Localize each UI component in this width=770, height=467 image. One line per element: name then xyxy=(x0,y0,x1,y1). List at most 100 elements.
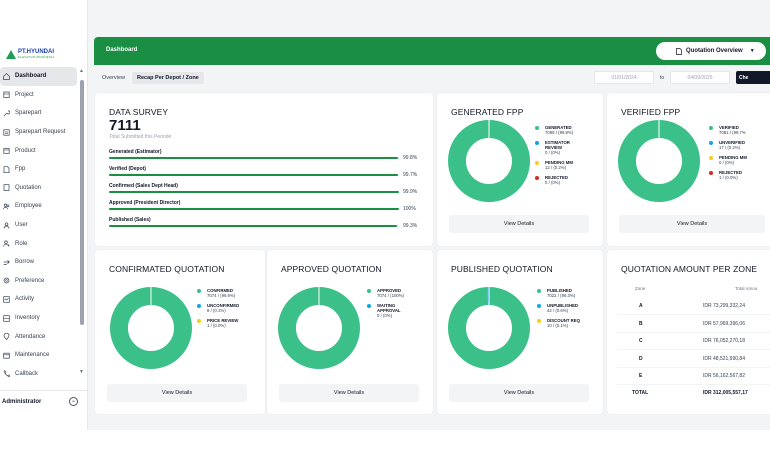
table-row: B IDR 57,969,396,06 xyxy=(617,315,770,333)
sidebar-item-label: Role xyxy=(15,240,28,247)
legend-value: 7099 / (99.8%) xyxy=(545,130,574,135)
survey-progress-bar xyxy=(109,157,399,159)
date-range-to-label: to xyxy=(660,75,665,81)
sidebar-scrollbar[interactable] xyxy=(80,80,84,325)
sidebar-item-callback[interactable]: Callback xyxy=(0,365,77,384)
legend-name: CONFIRMED xyxy=(207,288,234,293)
legend-value: 12 / (0.2%) xyxy=(545,165,567,170)
sidebar-item-dashboard[interactable]: Dashboard xyxy=(0,67,77,86)
users-icon xyxy=(3,203,10,210)
donut-chart xyxy=(110,287,192,369)
zone-amount: IDR 57,969,396,06 xyxy=(703,321,745,327)
sidebar-item-employee[interactable]: Employee xyxy=(0,197,77,216)
donut-slice-generated xyxy=(448,120,530,202)
quotation-overview-dropdown[interactable]: Quotation Overview ▼ xyxy=(656,42,766,60)
legend-value: 17 / (0.2%) xyxy=(719,145,741,150)
sidebar-item-sparepart-request[interactable]: Sparepart Request xyxy=(0,123,77,142)
total-amount: IDR 312,005,557,17 xyxy=(703,390,748,396)
sidebar-item-label: Quotation xyxy=(15,184,42,191)
legend-value: 10 / (0.1%) xyxy=(547,323,569,328)
date-from-input[interactable]: 01/01/2024 xyxy=(594,71,654,84)
sidebar-item-preference[interactable]: Preference xyxy=(0,272,77,291)
sidebar-item-inventory[interactable]: Inventory xyxy=(0,309,77,328)
sidebar-item-activity[interactable]: Activity xyxy=(0,290,77,309)
legend-item: WAITING APPROVAL 0 / (0%) xyxy=(367,303,419,318)
sidebar-item-label: Employee xyxy=(15,203,42,210)
tab-recap-per-depot[interactable]: Recap Per Depot / Zone xyxy=(132,72,204,84)
sidebar-item-label: Sparepart xyxy=(15,110,42,117)
donut-slice-verified xyxy=(618,120,700,202)
sidebar-item-borrow[interactable]: Borrow xyxy=(0,253,77,272)
survey-progress-row: Published (Sales) 99.3% xyxy=(109,217,417,229)
legend-value: 42 / (0.6%) xyxy=(547,308,569,313)
donut-legend: VERIFIED 7081 / (99.7% UNVERIFIED 17 / (0.2… xyxy=(709,125,747,185)
legend-dot xyxy=(535,176,539,180)
legend-name: PENDING MM xyxy=(545,160,573,165)
check-button[interactable]: Che xyxy=(736,71,770,84)
sidebar-item-quotation[interactable]: Quotation xyxy=(0,179,77,198)
donut-legend: CONFIRMED 7074 / (99.9%) UNCONFIRMED 8 / (0… xyxy=(197,288,239,333)
zone-code: D xyxy=(639,356,643,362)
sidebar-item-role[interactable]: Role xyxy=(0,234,77,253)
survey-progress-row: Generated (Estimator) 99.8% xyxy=(109,149,417,161)
date-to-input[interactable]: 04/09/2025 xyxy=(670,71,730,84)
view-details-button[interactable]: View Details xyxy=(279,384,419,402)
donut-chart xyxy=(448,120,530,202)
sidebar-item-label: Inventory xyxy=(15,315,40,322)
legend-item: PENDING MM 0 / (0%) xyxy=(709,155,747,165)
zone-amount: IDR 48,521,990,84 xyxy=(703,356,745,362)
sidebar-item-product[interactable]: Product xyxy=(0,141,77,160)
donut-legend: PUBLISHED 7022 / (99.3%) UNPUBLISHED 42 / (… xyxy=(537,288,580,333)
legend-item: PENDING MM 12 / (0.2%) xyxy=(535,160,587,170)
legend-name: DISCOUNT REQ xyxy=(547,318,580,323)
legend-value: 8 / (0.1%) xyxy=(207,308,226,313)
legend-item: APPROVED 7074 / (100%) xyxy=(367,288,419,298)
survey-row-percent: 100% xyxy=(403,206,416,212)
legend-name: ESTIMATOR REVIEW xyxy=(545,140,570,150)
legend-dot xyxy=(197,289,201,293)
card-title: APPROVED QUOTATION xyxy=(281,264,382,274)
legend-item: UNVERIFIED 17 / (0.2%) xyxy=(709,140,747,150)
view-details-button[interactable]: View Details xyxy=(449,384,589,402)
sidebar-item-project[interactable]: Project xyxy=(0,86,77,105)
sidebar-item-fpp[interactable]: Fpp xyxy=(0,160,77,179)
survey-progress-row: Approved (President Director) 100% xyxy=(109,200,416,212)
legend-name: VERIFIED xyxy=(719,125,739,130)
sidebar-item-attendance[interactable]: Attendance xyxy=(0,327,77,346)
donut-slice-confirmed xyxy=(110,287,192,369)
activity-icon xyxy=(3,296,10,303)
legend-dot xyxy=(709,126,713,130)
brand-logo[interactable]: PT.HYUNDAI ELEVATOR INDONESIA xyxy=(6,46,54,62)
scroll-down-icon[interactable]: ▼ xyxy=(79,369,84,375)
donut-slice-published xyxy=(448,287,530,369)
top-bar: Dashboard Quotation Overview ▼ xyxy=(94,37,770,65)
survey-row-label: Generated (Estimator) xyxy=(109,149,162,155)
app-window: PT.HYUNDAI ELEVATOR INDONESIA ▲ Dashboar… xyxy=(0,0,770,430)
sidebar-item-label: Activity xyxy=(15,296,35,303)
survey-progress-fill xyxy=(109,225,397,227)
zone-code: B xyxy=(639,321,643,327)
sidebar-item-sparepart[interactable]: Sparepart xyxy=(0,104,77,123)
chevron-down-icon: ▼ xyxy=(749,48,755,54)
logout-icon[interactable]: − xyxy=(69,397,78,406)
view-details-button[interactable]: View Details xyxy=(619,215,765,233)
sidebar-item-user[interactable]: User xyxy=(0,216,77,235)
survey-progress-bar xyxy=(109,174,399,176)
legend-dot xyxy=(709,171,713,175)
quotation-amount-per-zone-card: QUOTATION AMOUNT PER ZONE Zone Total Amo… xyxy=(607,250,770,414)
scroll-up-icon[interactable]: ▲ xyxy=(79,68,84,74)
file-icon xyxy=(3,184,10,192)
sidebar-item-maintenance[interactable]: Maintenance xyxy=(0,346,77,365)
legend-dot xyxy=(367,289,371,293)
zone-code: A xyxy=(639,303,643,309)
survey-progress-bar xyxy=(109,191,399,193)
legend-item: ESTIMATOR REVIEW 0 / (0%) xyxy=(535,140,587,155)
view-details-button[interactable]: View Details xyxy=(107,384,247,402)
sidebar-footer: Administrator − xyxy=(0,390,88,412)
zone-total-row: TOTAL IDR 312,005,557,17 xyxy=(617,388,770,400)
published-quotation-card: PUBLISHED QUOTATION PUBLISHED 7022 / (99.3… xyxy=(437,250,603,414)
view-details-button[interactable]: View Details xyxy=(449,215,589,233)
sidebar-item-label: Maintenance xyxy=(15,352,50,359)
user-name: Administrator xyxy=(2,398,42,405)
tab-overview[interactable]: Overview xyxy=(102,75,125,81)
